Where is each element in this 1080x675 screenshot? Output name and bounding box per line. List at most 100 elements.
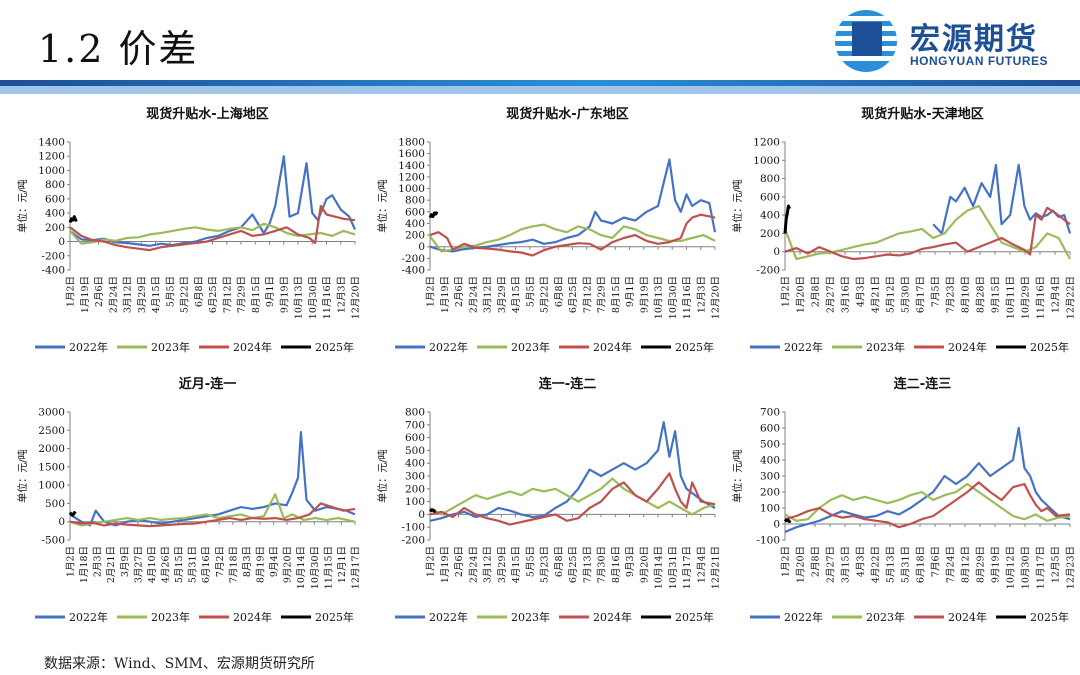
x-tick-label: 2月24日	[108, 276, 119, 313]
series-line-2023	[784, 482, 1071, 522]
series-line-2022	[784, 426, 1071, 534]
legend-label: 2025年	[675, 610, 714, 624]
legend-label: 2023年	[151, 340, 190, 354]
x-tick-label: 7月18日	[228, 546, 239, 583]
legend-label: 2023年	[866, 340, 905, 354]
y-axis-label: 单位：元/吨	[731, 179, 744, 232]
y-tick-label: 400	[760, 210, 780, 222]
y-tick-label: 500	[45, 498, 65, 510]
header-band	[0, 80, 1080, 94]
x-tick-label: 5月31日	[188, 546, 199, 583]
x-tick-label: 8月15日	[251, 276, 262, 313]
x-tick-label: 5月15日	[174, 546, 185, 583]
series-line-2025	[68, 511, 77, 517]
x-tick-label: 12月20日	[351, 276, 361, 319]
series-line-2025	[783, 518, 792, 524]
x-tick-label: 7月23日	[946, 276, 957, 313]
x-tick-label: 3月16日	[841, 276, 852, 313]
series-line-2022	[429, 158, 717, 253]
x-tick-label: 7月29日	[597, 276, 608, 313]
x-tick-label: 4月15日	[511, 276, 522, 313]
x-tick-label: 9月19日	[991, 546, 1002, 583]
x-tick-label: 9月4日	[269, 546, 280, 577]
x-tick-label: 8月10日	[961, 276, 972, 313]
chart-title: 连一-连二	[539, 376, 596, 392]
y-tick-label: 100	[405, 496, 425, 508]
legend-label: 2022年	[429, 610, 468, 624]
legend-label: 2024年	[593, 340, 632, 354]
x-tick-label: 12月3日	[696, 276, 707, 313]
y-axis-label: 单位：元/吨	[16, 449, 29, 502]
chart-panel-guangdong: 现货升贴水-广东地区 单位：元/吨 -400 -200 0 200 400 600 800 100…	[370, 100, 720, 375]
x-tick-label: 8月19日	[256, 546, 267, 583]
y-tick-label: 600	[405, 432, 425, 444]
x-tick-label: 11月17日	[682, 546, 693, 589]
x-tick-label: 8月29日	[976, 546, 987, 583]
y-tick-label: 0	[58, 236, 65, 248]
y-tick-label: 200	[405, 230, 425, 242]
x-tick-label: 9月19日	[639, 276, 650, 313]
y-tick-label: 3000	[38, 407, 65, 419]
y-tick-label: -200	[756, 265, 780, 277]
y-tick-label: 1000	[38, 165, 65, 177]
x-tick-label: 5月5日	[165, 276, 176, 307]
legend-label: 2022年	[69, 340, 108, 354]
x-tick-label: 10月29日	[1021, 276, 1032, 319]
chart-title: 现货升贴水-上海地区	[146, 106, 268, 122]
x-tick-label: 12月3日	[336, 276, 347, 313]
x-tick-label: 11月16日	[322, 276, 333, 319]
x-tick-label: 7月12日	[222, 276, 233, 313]
x-tick-label: 1月2日	[66, 276, 77, 307]
y-tick-label: 400	[45, 208, 65, 220]
x-tick-label: 2月6日	[454, 276, 465, 307]
x-tick-label: 7月13日	[582, 546, 593, 583]
x-tick-label: 1月20日	[796, 276, 807, 313]
series-line-2024	[69, 204, 356, 252]
x-tick-label: 12月1日	[337, 546, 348, 583]
y-axis-label: 单位：元/吨	[16, 179, 29, 232]
x-tick-label: 2月21日	[106, 546, 117, 583]
x-tick-label: 5月5日	[525, 546, 536, 577]
y-tick-label: -400	[401, 265, 425, 277]
y-tick-label: -200	[41, 250, 65, 262]
x-tick-label: 11月15日	[323, 546, 334, 589]
x-tick-label: 8月15日	[611, 276, 622, 313]
x-tick-label: 10月30日	[1021, 546, 1032, 589]
y-tick-label: 400	[405, 458, 425, 470]
x-tick-label: 11月17日	[1036, 546, 1047, 589]
x-tick-label: 8月16日	[611, 546, 622, 583]
legend-label: 2022年	[784, 610, 823, 624]
x-tick-label: 3月29日	[497, 276, 508, 313]
x-tick-label: 7月24日	[946, 546, 957, 583]
y-axis-label: 单位：元/吨	[376, 449, 389, 502]
x-tick-label: 6月25日	[208, 276, 219, 313]
series-line-2024	[429, 213, 716, 257]
y-tick-label: 1500	[38, 461, 65, 473]
x-tick-label: 1月2日	[426, 276, 437, 307]
x-tick-label: 5月22日	[180, 276, 191, 313]
x-tick-label: 2月24日	[468, 276, 479, 313]
series-line-2024	[69, 502, 356, 528]
x-tick-label: 7月12日	[582, 276, 593, 313]
series-line-2022	[932, 163, 1072, 235]
y-tick-label: 800	[45, 179, 65, 191]
y-tick-label: -100	[401, 522, 425, 534]
legend-label: 2023年	[866, 610, 905, 624]
series-line-2024	[784, 481, 1071, 529]
y-tick-label: 1200	[398, 171, 425, 183]
y-tick-label: 1000	[38, 480, 65, 492]
legend-label: 2024年	[233, 340, 272, 354]
series-line-2024	[429, 472, 716, 526]
y-tick-label: 1400	[38, 137, 65, 149]
series-line-2024	[784, 206, 1071, 261]
y-tick-label: 500	[405, 445, 425, 457]
y-tick-label: -100	[756, 535, 780, 547]
x-tick-label: 8月3日	[242, 546, 253, 577]
x-tick-label: 12月17日	[351, 546, 361, 589]
chart-title: 近月-连一	[179, 376, 236, 392]
x-tick-label: 2月6日	[94, 276, 105, 307]
x-tick-label: 12月21日	[711, 546, 721, 589]
x-tick-label: 4月15日	[511, 546, 522, 583]
y-tick-label: 600	[405, 206, 425, 218]
